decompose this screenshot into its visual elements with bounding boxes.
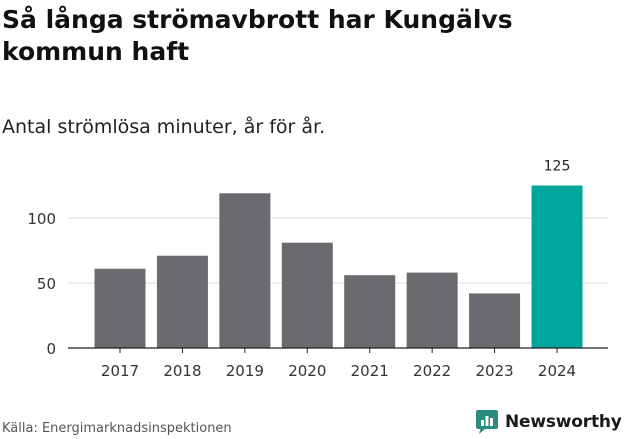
x-tick-label: 2023 [475, 362, 513, 380]
y-tick-label: 100 [27, 210, 56, 228]
x-tick-label: 2024 [538, 362, 576, 380]
x-tick-label: 2021 [351, 362, 389, 380]
bar-2020 [281, 242, 333, 348]
bar-2018 [156, 255, 208, 348]
bar-2023 [469, 293, 521, 348]
bar-2024 [531, 185, 583, 348]
newsworthy-logo-icon [476, 410, 498, 434]
source-note: Källa: Energimarknadsinspektionen [2, 421, 232, 436]
bar-2022 [406, 272, 458, 348]
brand-name: Newsworthy [505, 412, 622, 432]
x-tick-label: 2017 [101, 362, 139, 380]
y-tick-label: 0 [46, 340, 56, 358]
data-label-2024: 125 [544, 159, 571, 175]
chart-subtitle: Antal strömlösa minuter, år för år. [2, 116, 326, 138]
x-tick-label: 2018 [163, 362, 201, 380]
newsworthy-logo: Newsworthy [475, 407, 622, 437]
x-tick-label: 2020 [288, 362, 326, 380]
bar-2019 [219, 193, 271, 348]
bar-2017 [94, 268, 146, 348]
bar-chart: 0 50 100 2017 2018 2019 2020 2021 2022 2023 2024 12… [27, 159, 608, 380]
chart-title: Så långa strömavbrott har Kungälvs kommu… [2, 5, 513, 66]
x-tick-label: 2019 [226, 362, 264, 380]
y-tick-label: 50 [37, 275, 56, 293]
bar-2021 [344, 275, 396, 348]
x-tick-label: 2022 [413, 362, 451, 380]
